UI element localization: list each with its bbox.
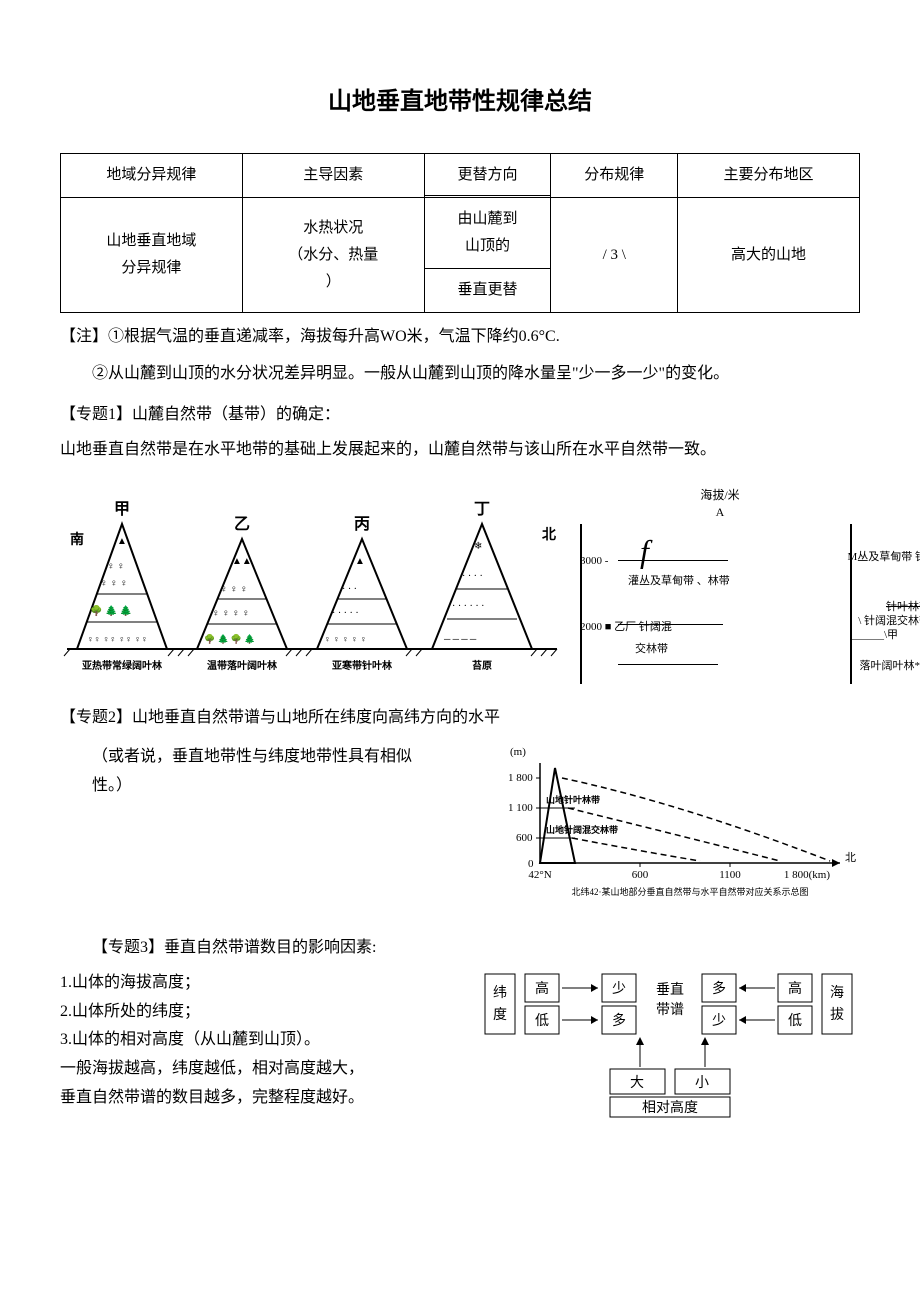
th-3: 更替方向 xyxy=(425,156,551,196)
svg-text:🌳 🌲 🌳 🌲: 🌳 🌲 🌳 🌲 xyxy=(204,633,256,644)
svg-text:度: 度 xyxy=(493,1007,507,1023)
svg-text:大: 大 xyxy=(630,1075,644,1091)
rc-mid3: 交林带 xyxy=(635,642,668,657)
svg-text:600: 600 xyxy=(632,869,649,881)
rc-r2: 灌丛及草甸带 、林带 xyxy=(628,574,730,589)
svg-text:带谱: 带谱 xyxy=(656,1002,684,1018)
svg-text:♀♀ ♀♀ ♀♀ ♀♀: ♀♀ ♀♀ ♀♀ ♀♀ xyxy=(87,634,148,644)
topic1-title: 【专题1】山麓自然带（基带）的确定： xyxy=(60,401,860,430)
svg-text:♀ ♀: ♀ ♀ xyxy=(107,561,125,572)
svg-text:1 800: 1 800 xyxy=(508,772,533,784)
svg-text:多: 多 xyxy=(612,1012,626,1029)
f-symbol: f xyxy=(640,529,649,574)
svg-text:▲: ▲ xyxy=(117,536,127,547)
svg-text:拔: 拔 xyxy=(830,1007,844,1023)
svg-text:1100: 1100 xyxy=(719,869,741,881)
th-4: 分布规律 xyxy=(551,154,678,198)
svg-text:♀ ♀ ♀: ♀ ♀ ♀ xyxy=(220,584,248,595)
four-mountains-diagram: 甲 南 ▲ ♀ ♀ ♀ ♀ ♀ 🌳 🌲 🌲 ♀♀ ♀♀ ♀♀ ♀♀ 乙 ▲▲ ♀… xyxy=(60,484,564,684)
page-title: 山地垂直地带性规律总结 xyxy=(60,80,860,123)
svg-text:甲: 甲 xyxy=(114,500,130,518)
th-1: 地域分异规律 xyxy=(61,154,243,198)
topic1-body: 山地垂直自然带是在水平地带的基础上发展起来的，山麓自然带与该山所在水平自然带一致… xyxy=(60,436,860,465)
td-3b: 垂直更替 xyxy=(425,269,551,312)
svg-text:多: 多 xyxy=(712,980,726,997)
td-3a: 由山麓到 山顶的 xyxy=(425,198,551,269)
rc-r4: ______\甲 xyxy=(851,628,898,643)
svg-text:纬: 纬 xyxy=(493,985,507,1001)
th-5: 主要分布地区 xyxy=(678,154,860,198)
td-4: / 3 \ xyxy=(551,198,678,313)
latitude-curve-diagram: 北 (m) 1 800 1 100 600 0 山地针叶林带 山地针阔混交林带 … xyxy=(500,743,860,914)
svg-text:· · · · ·: · · · · · xyxy=(332,608,359,619)
svg-text:❄: ❄ xyxy=(474,541,482,552)
svg-text:少: 少 xyxy=(612,981,626,997)
svg-text:南: 南 xyxy=(70,531,84,548)
svg-text:垂直: 垂直 xyxy=(656,981,684,998)
svg-text:乙: 乙 xyxy=(234,516,250,533)
rules-table: 地域分异规律 主导因素 更替方向 分布规律 主要分布地区 山地垂直地域 分异规律… xyxy=(60,153,860,313)
td-5: 高大的山地 xyxy=(678,198,860,313)
svg-text:苔原: 苔原 xyxy=(472,659,492,672)
svg-text:北纬42·某山地部分垂直自然带与水平自然带对应关系示总图: 北纬42·某山地部分垂直自然带与水平自然带对应关系示总图 xyxy=(572,886,809,897)
svg-text:温带落叶阔叶林: 温带落叶阔叶林 xyxy=(207,659,278,672)
svg-text:少: 少 xyxy=(712,1013,726,1029)
svg-text:小: 小 xyxy=(695,1075,709,1091)
rc-mid2: 乙厂 针阔混 xyxy=(614,621,672,633)
svg-text:─ ─ ─ ─: ─ ─ ─ ─ xyxy=(443,634,477,644)
svg-text:亚热带常绿阔叶林: 亚热带常绿阔叶林 xyxy=(82,659,163,672)
svg-text:· · ·: · · · xyxy=(342,584,357,595)
svg-text:亚寒带针叶林: 亚寒带针叶林 xyxy=(332,659,393,672)
svg-text:高: 高 xyxy=(535,980,549,997)
topic3-title: 【专题3】垂直自然带谱数目的影响因素: xyxy=(60,934,860,963)
svg-text:600: 600 xyxy=(516,832,533,844)
th-2: 主导因素 xyxy=(242,154,424,198)
svg-text:海: 海 xyxy=(830,985,844,1001)
svg-text:丙: 丙 xyxy=(354,515,370,533)
topic2-title: 【专题2】山地垂直自然带谱与山地所在纬度向高纬方向的水平 xyxy=(60,704,860,733)
svg-text:42°N: 42°N xyxy=(528,869,551,881)
rc-r1: M丛及草甸带 针 xyxy=(847,550,920,565)
svg-text:山地针阔混交林带: 山地针阔混交林带 xyxy=(546,824,618,835)
note-2: ②从山麓到山顶的水分状况差异明显。一般从山麓到山顶的降水量呈"少一多一少"的变化… xyxy=(60,360,860,389)
svg-text:♀ ♀ ♀ ♀: ♀ ♀ ♀ ♀ xyxy=(212,608,250,619)
svg-text:北: 北 xyxy=(845,851,856,864)
td-1: 山地垂直地域 分异规律 xyxy=(61,198,243,313)
rc-ylabel: 海拔/米 xyxy=(580,487,860,504)
svg-text:▲▲: ▲▲ xyxy=(232,556,252,567)
svg-text:低: 低 xyxy=(788,1013,802,1029)
alt-2000: 2000 ■ xyxy=(580,621,611,633)
svg-text:1 100: 1 100 xyxy=(508,802,533,814)
svg-text:🌳 🌲 🌲: 🌳 🌲 🌲 xyxy=(90,604,132,617)
note-1: 【注】①根据气温的垂直递减率，海拔每升高WO米，气温下降约0.6°C. xyxy=(60,323,860,352)
svg-text:♀ ♀ ♀ ♀ ♀: ♀ ♀ ♀ ♀ ♀ xyxy=(324,634,367,644)
svg-text:· · · ·: · · · · xyxy=(462,571,483,582)
svg-text:低: 低 xyxy=(535,1013,549,1029)
rc-ysub: A xyxy=(580,504,860,521)
svg-text:高: 高 xyxy=(788,980,802,997)
elevation-comparison-chart: 海拔/米 A f 3000 - M丛及草甸带 针 灌丛及草甸带 、林带 针叶林带… xyxy=(580,487,860,685)
svg-text:· · · · · ·: · · · · · · xyxy=(452,601,484,612)
svg-text:▲: ▲ xyxy=(355,556,365,567)
svg-text:丁: 丁 xyxy=(474,501,490,518)
rc-r5: 落叶阔叶林* xyxy=(860,659,920,674)
svg-text:相对高度: 相对高度 xyxy=(642,1099,698,1116)
alt-3000: 3000 - xyxy=(580,555,608,567)
svg-text:北: 北 xyxy=(542,527,556,543)
svg-text:山地针叶林带: 山地针叶林带 xyxy=(546,794,600,805)
td-2: 水热状况 （水分、热量 ） xyxy=(242,198,424,313)
svg-text:♀ ♀ ♀: ♀ ♀ ♀ xyxy=(100,578,128,589)
svg-text:1 800(km): 1 800(km) xyxy=(784,869,830,881)
svg-text:(m): (m) xyxy=(510,746,526,758)
factor-flow-diagram: 纬 度 高 低 少 多 垂直 带谱 多 少 xyxy=(480,969,860,1130)
